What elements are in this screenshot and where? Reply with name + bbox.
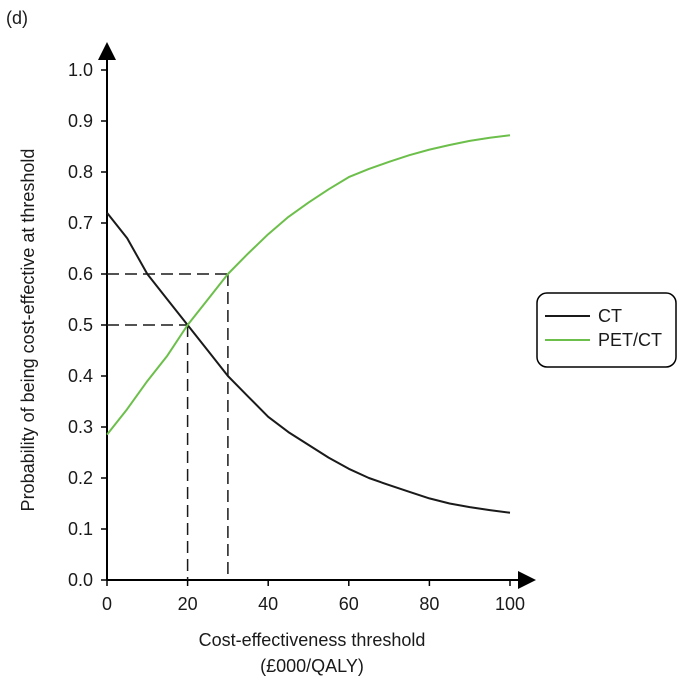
legend-label-pet-ct: PET/CT: [598, 330, 662, 350]
legend-box: [536, 292, 677, 368]
y-tick-label: 0.4: [68, 366, 93, 386]
y-tick-label: 0.7: [68, 213, 93, 233]
y-tick-label: 0.0: [68, 570, 93, 590]
plot-area: 0.0 0.1 0.2 0.3 0.4 0.5 0.6 0.7 0.8 0.9 1.0 0 20 40 60…: [68, 42, 536, 614]
series-line-pet-ct: [106, 134, 511, 436]
x-axis-arrow: [518, 571, 536, 589]
x-axis-title-line2: (£000/QALY): [260, 656, 364, 676]
y-tick-label: 1.0: [68, 60, 93, 80]
y-tick-label: 0.6: [68, 264, 93, 284]
y-axis-title: Probability of being cost-effective at t…: [18, 149, 38, 512]
series-line-ct: [106, 212, 511, 514]
x-tick-label: 100: [495, 594, 525, 614]
y-tick-label: 0.2: [68, 468, 93, 488]
y-axis-arrow: [98, 42, 116, 60]
y-tick-label: 0.5: [68, 315, 93, 335]
x-tick-label: 40: [258, 594, 278, 614]
x-tick-label: 60: [339, 594, 359, 614]
x-tick-label: 0: [102, 594, 112, 614]
legend: CT PET/CT: [536, 292, 677, 368]
x-axis-title-line1: Cost-effectiveness threshold: [199, 630, 426, 650]
y-tick-label: 0.1: [68, 519, 93, 539]
legend-label-ct: CT: [598, 306, 622, 326]
x-tick-label: 20: [178, 594, 198, 614]
y-tick-label: 0.9: [68, 111, 93, 131]
y-tick-label: 0.3: [68, 417, 93, 437]
x-tick-label: 80: [419, 594, 439, 614]
y-tick-label: 0.8: [68, 162, 93, 182]
panel-label: (d): [6, 8, 28, 28]
